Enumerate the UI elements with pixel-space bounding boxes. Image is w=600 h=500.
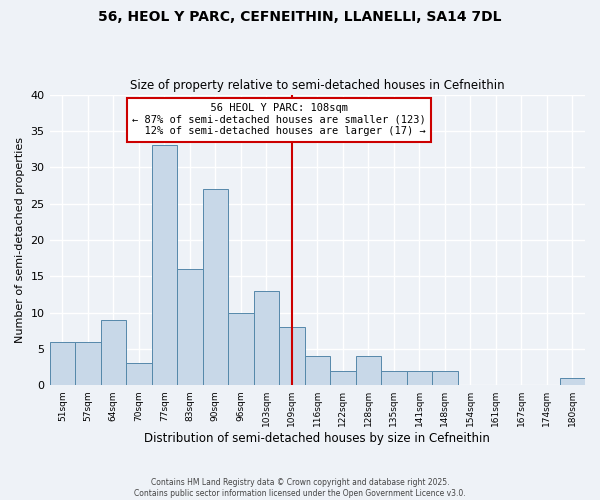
Title: Size of property relative to semi-detached houses in Cefneithin: Size of property relative to semi-detach…: [130, 79, 505, 92]
Bar: [254, 290, 279, 385]
Bar: [356, 356, 381, 385]
Y-axis label: Number of semi-detached properties: Number of semi-detached properties: [15, 137, 25, 343]
Bar: [279, 327, 305, 385]
X-axis label: Distribution of semi-detached houses by size in Cefneithin: Distribution of semi-detached houses by …: [145, 432, 490, 445]
Bar: [305, 356, 330, 385]
Text: 56, HEOL Y PARC, CEFNEITHIN, LLANELLI, SA14 7DL: 56, HEOL Y PARC, CEFNEITHIN, LLANELLI, S…: [98, 10, 502, 24]
Bar: [50, 342, 75, 385]
Text: 56 HEOL Y PARC: 108sqm  
← 87% of semi-detached houses are smaller (123)
  12% o: 56 HEOL Y PARC: 108sqm ← 87% of semi-det…: [132, 104, 426, 136]
Bar: [407, 370, 432, 385]
Bar: [432, 370, 458, 385]
Bar: [228, 312, 254, 385]
Bar: [381, 370, 407, 385]
Bar: [75, 342, 101, 385]
Bar: [101, 320, 126, 385]
Bar: [203, 189, 228, 385]
Bar: [152, 146, 177, 385]
Bar: [560, 378, 585, 385]
Bar: [330, 370, 356, 385]
Bar: [177, 269, 203, 385]
Text: Contains HM Land Registry data © Crown copyright and database right 2025.
Contai: Contains HM Land Registry data © Crown c…: [134, 478, 466, 498]
Bar: [126, 364, 152, 385]
